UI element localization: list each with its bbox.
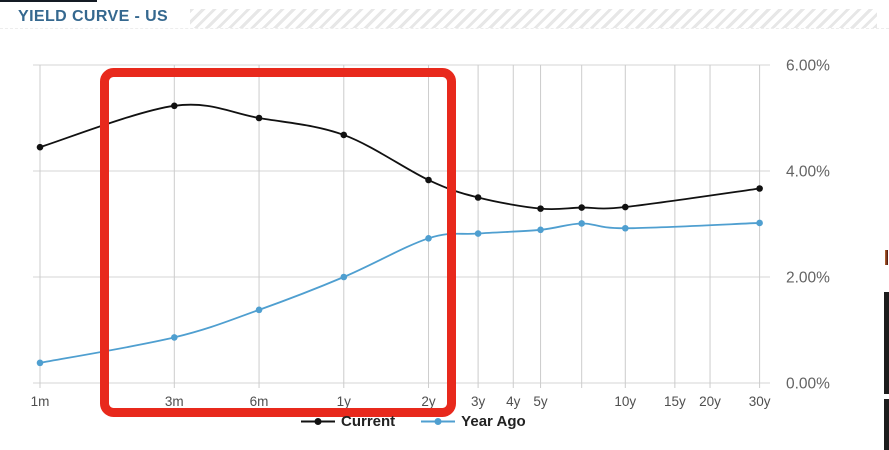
svg-text:3m: 3m [165, 394, 184, 409]
legend-item-current[interactable]: Current [301, 413, 395, 430]
svg-text:20y: 20y [699, 394, 721, 409]
svg-text:4.00%: 4.00% [786, 164, 830, 181]
right-edge-bar [884, 292, 889, 394]
chart-legend: Current Year Ago [301, 412, 526, 430]
legend-item-year-ago[interactable]: Year Ago [421, 412, 526, 430]
svg-text:15y: 15y [664, 394, 686, 409]
panel-header: YIELD CURVE - US [0, 0, 889, 29]
page-title: YIELD CURVE - US [18, 8, 169, 25]
svg-text:1m: 1m [31, 394, 50, 409]
svg-text:2.00%: 2.00% [786, 270, 830, 287]
legend-label-year-ago: Year Ago [461, 412, 526, 430]
header-stripes-decoration [190, 9, 877, 28]
svg-text:30y: 30y [749, 394, 771, 409]
svg-text:3y: 3y [471, 394, 486, 409]
window-edge-artifact [0, 0, 97, 2]
right-edge-bar [884, 399, 889, 450]
header-divider [0, 28, 889, 29]
svg-text:10y: 10y [614, 394, 636, 409]
svg-text:4y: 4y [506, 394, 521, 409]
svg-text:6m: 6m [250, 394, 269, 409]
current-series-marker-icon [301, 415, 335, 428]
right-edge-artifact [885, 250, 888, 265]
svg-text:5y: 5y [533, 394, 548, 409]
year-ago-series-marker-icon [421, 415, 456, 428]
svg-text:6.00%: 6.00% [786, 58, 830, 75]
svg-text:1y: 1y [337, 394, 352, 409]
svg-text:0.00%: 0.00% [786, 376, 830, 393]
legend-label-current: Current [341, 412, 396, 430]
svg-text:2y: 2y [421, 394, 436, 409]
